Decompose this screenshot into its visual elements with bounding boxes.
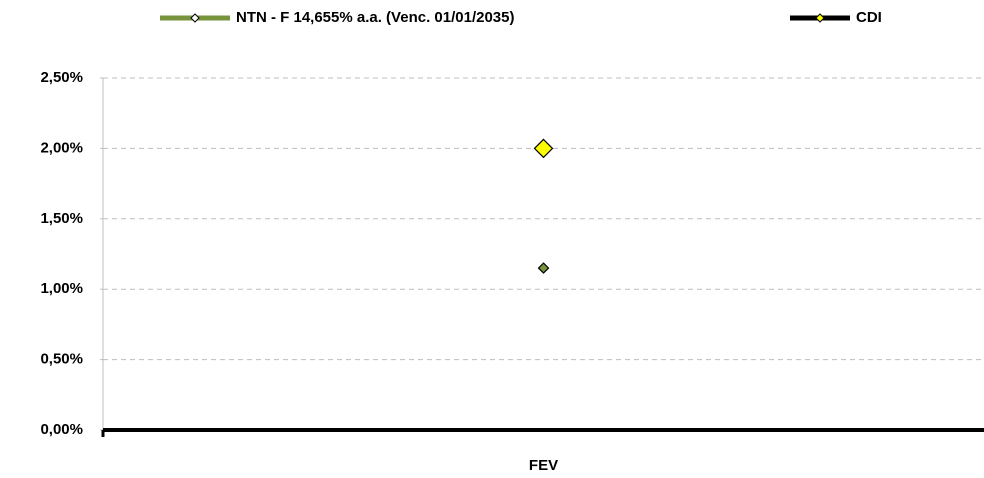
point — [533, 138, 554, 159]
y-tick-label: 0,50% — [40, 351, 83, 368]
point — [537, 262, 550, 274]
y-tick-label: 1,00% — [40, 280, 83, 297]
y-tick-label: 2,50% — [40, 69, 83, 86]
y-tick-label: 1,50% — [40, 210, 83, 227]
y-tick-label: 2,00% — [40, 139, 83, 156]
legend-marker — [190, 13, 200, 23]
legend-marker — [815, 13, 825, 23]
legend-label: NTN - F 14,655% a.a. (Venc. 01/01/2035) — [236, 9, 514, 26]
x-tick-label: FEV — [529, 457, 558, 474]
y-tick-label: 0,00% — [40, 421, 83, 438]
legend-label: CDI — [856, 9, 882, 26]
